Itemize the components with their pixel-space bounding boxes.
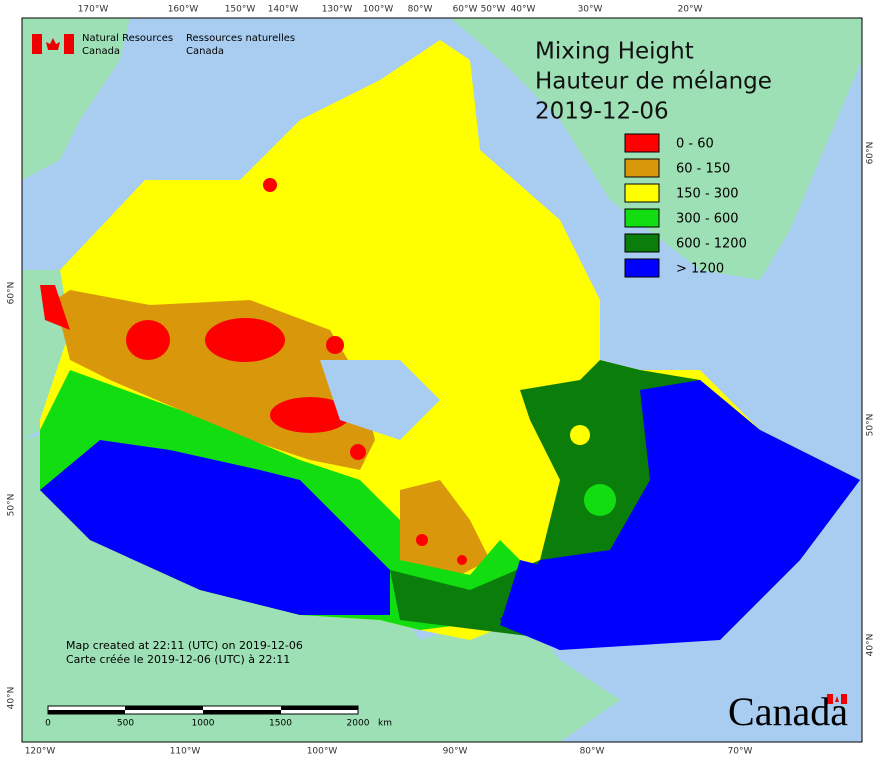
zone-orange-2 xyxy=(400,480,490,575)
legend-label: 600 - 1200 xyxy=(676,237,747,252)
scale-label: 0 xyxy=(45,719,51,729)
zone-green-spot xyxy=(584,484,616,516)
scale-label: 1000 xyxy=(192,719,215,729)
graticule-bottom: 90°W xyxy=(443,747,468,757)
graticule-top: 130°W xyxy=(322,5,353,15)
zone-blue-west xyxy=(40,440,390,615)
map-title: Hauteur de mélange xyxy=(535,69,772,95)
scale-bar xyxy=(47,705,359,715)
graticule-bottom: 80°W xyxy=(580,747,605,757)
legend-label: 0 - 60 xyxy=(676,137,714,152)
graticule-bottom: 70°W xyxy=(728,747,753,757)
graticule-top: 50°W xyxy=(481,5,506,15)
flag-right xyxy=(64,34,74,54)
map-note: Carte créée le 2019-12-06 (UTC) à 22:11 xyxy=(66,653,290,666)
legend-label: 300 - 600 xyxy=(676,212,739,227)
flag-left xyxy=(32,34,42,54)
graticule-top: 160°W xyxy=(168,5,199,15)
scale-unit: km xyxy=(378,719,392,729)
graticule-bottom: 100°W xyxy=(307,747,338,757)
legend-label: 150 - 300 xyxy=(676,187,739,202)
graticule-left: 40°N xyxy=(7,687,17,710)
legend-label: 60 - 150 xyxy=(676,162,730,177)
agency-en: Canada xyxy=(82,46,120,57)
zone-blue-east xyxy=(500,380,860,650)
graticule-top: 100°W xyxy=(363,5,394,15)
hudson-bay xyxy=(320,360,440,440)
wordmark: Canada xyxy=(728,689,848,734)
maple-leaf xyxy=(46,38,60,50)
scale-label: 2000 xyxy=(347,719,370,729)
zone-red xyxy=(40,178,467,565)
scale-label: 1500 xyxy=(269,719,292,729)
graticule-left: 50°N xyxy=(7,494,17,517)
alaska xyxy=(22,18,130,180)
legend-swatch xyxy=(624,183,660,203)
agency-en: Natural Resources xyxy=(82,33,173,44)
map-title: 2019-12-06 xyxy=(535,99,669,125)
legend-swatch xyxy=(624,208,660,228)
legend-swatch xyxy=(624,158,660,178)
graticule-right: 50°N xyxy=(866,414,876,437)
wordmark-flag xyxy=(827,694,847,704)
graticule-top: 20°W xyxy=(678,5,703,15)
zone-yellow-spot xyxy=(570,425,590,445)
frame xyxy=(21,17,863,743)
agency-fr: Canada xyxy=(186,46,224,57)
legend-label: > 1200 xyxy=(676,262,724,277)
map-title: Mixing Height xyxy=(535,39,694,65)
agency-fr: Ressources naturelles xyxy=(186,33,295,44)
zone-blue-south xyxy=(500,560,600,650)
graticule-top: 150°W xyxy=(225,5,256,15)
graticule-top: 140°W xyxy=(268,5,299,15)
graticule-top: 170°W xyxy=(78,5,109,15)
legend-swatch xyxy=(624,133,660,153)
graticule-right: 40°N xyxy=(866,634,876,657)
graticule-left: 60°N xyxy=(7,282,17,305)
graticule-top: 80°W xyxy=(408,5,433,15)
legend-swatch xyxy=(624,258,660,278)
map-note: Map created at 22:11 (UTC) on 2019-12-06 xyxy=(66,639,303,652)
legend-swatch xyxy=(624,233,660,253)
graticule-bottom: 120°W xyxy=(25,747,56,757)
graticule-top: 30°W xyxy=(578,5,603,15)
graticule-top: 60°W xyxy=(453,5,478,15)
scale-label: 500 xyxy=(117,719,134,729)
graticule-top: 40°W xyxy=(511,5,536,15)
graticule-right: 60°N xyxy=(866,142,876,165)
graticule-bottom: 110°W xyxy=(170,747,201,757)
